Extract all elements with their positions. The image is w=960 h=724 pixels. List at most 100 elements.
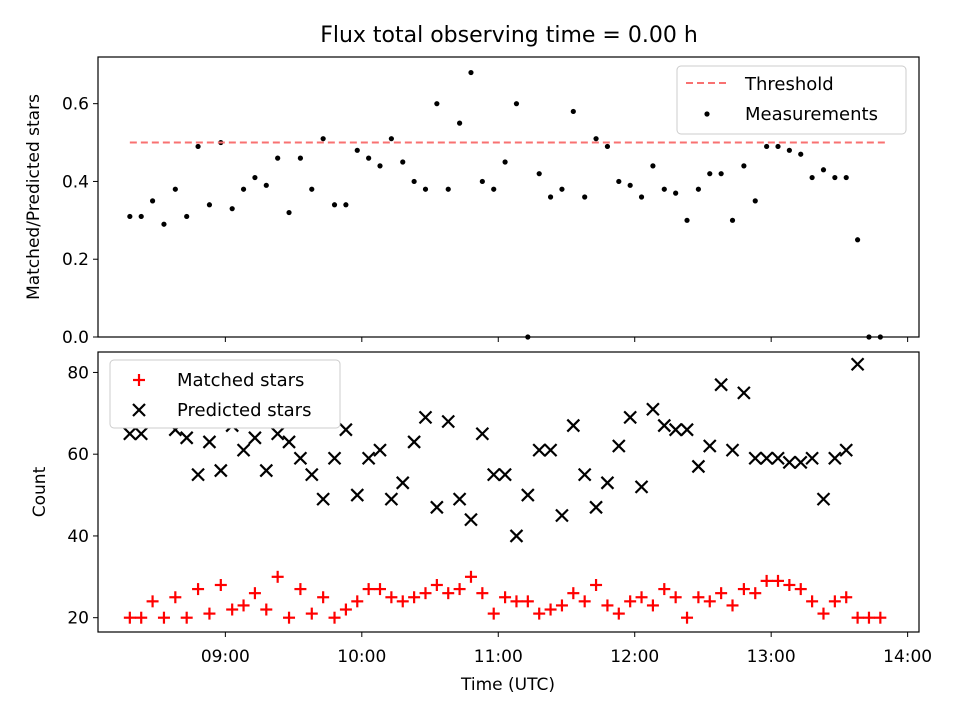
measurement-point bbox=[263, 182, 269, 188]
matched-star-point bbox=[146, 595, 159, 608]
top-y-tick-label: 0.6 bbox=[62, 95, 89, 115]
measurement-point bbox=[650, 163, 656, 169]
predicted-star-point bbox=[543, 443, 558, 457]
predicted-star-point bbox=[589, 500, 603, 515]
matched-star-point bbox=[862, 611, 875, 624]
matched-star-point bbox=[283, 611, 296, 624]
matched-star-point bbox=[294, 583, 307, 596]
measurement-point bbox=[149, 198, 156, 204]
predicted-star-point bbox=[816, 492, 831, 506]
matched-star-point bbox=[783, 578, 796, 591]
measurement-point bbox=[343, 202, 349, 208]
measurement-point bbox=[638, 194, 645, 200]
matched-star-point bbox=[658, 583, 671, 596]
matched-star-point bbox=[271, 570, 284, 583]
predicted-star-point bbox=[384, 492, 399, 506]
measurement-point bbox=[240, 186, 247, 192]
matched-star-point bbox=[157, 611, 170, 624]
predicted-star-point bbox=[612, 439, 626, 453]
predicted-star-point bbox=[475, 426, 490, 441]
measurement-point bbox=[627, 182, 633, 188]
matched-star-point bbox=[874, 611, 887, 624]
measurement-point bbox=[570, 108, 576, 115]
measurement-point bbox=[547, 194, 554, 200]
measurement-point bbox=[138, 213, 144, 220]
predicted-stars-points bbox=[123, 357, 865, 543]
matched-star-point bbox=[533, 607, 546, 620]
top-y-tick-label: 0.0 bbox=[62, 328, 89, 348]
measurement-point bbox=[354, 147, 360, 153]
bottom-y-tick-label: 60 bbox=[67, 445, 89, 465]
matched-star-point bbox=[317, 591, 330, 604]
matched-star-point bbox=[351, 595, 364, 608]
matched-star-point bbox=[135, 611, 148, 624]
matched-star-point bbox=[521, 595, 534, 608]
matched-star-point bbox=[226, 603, 239, 616]
predicted-star-point bbox=[714, 377, 728, 392]
predicted-star-point bbox=[259, 463, 274, 478]
top-x-ticks bbox=[224, 337, 909, 342]
predicted-star-point bbox=[657, 418, 672, 433]
legend-matched-label: Matched stars bbox=[177, 370, 304, 391]
chart-title: Flux total observing time = 0.00 h bbox=[320, 23, 698, 48]
measurement-point bbox=[809, 174, 815, 181]
matched-star-point bbox=[442, 587, 455, 600]
measurement-point bbox=[388, 136, 394, 142]
predicted-star-point bbox=[327, 451, 342, 466]
measurement-point bbox=[832, 174, 838, 181]
predicted-star-point bbox=[123, 426, 137, 441]
top-y-tick-label: 0.4 bbox=[62, 172, 89, 192]
predicted-star-point bbox=[850, 357, 865, 372]
matched-star-point bbox=[635, 591, 648, 604]
top-legend: Threshold Measurements bbox=[676, 65, 907, 135]
measurement-point bbox=[161, 221, 167, 227]
legend-measurements-swatch bbox=[704, 111, 710, 117]
matched-star-point bbox=[430, 578, 443, 591]
measurement-point bbox=[286, 209, 292, 216]
measurement-point bbox=[502, 159, 508, 165]
measurement-point bbox=[411, 178, 417, 185]
legend-measurements-label: Measurements bbox=[745, 104, 878, 125]
predicted-star-point bbox=[134, 426, 148, 441]
predicted-star-point bbox=[771, 451, 785, 466]
bottom-legend-box bbox=[109, 359, 341, 429]
bottom-y-axis-label: Count bbox=[30, 466, 50, 517]
top-y-axis-label: Matched/Predicted stars bbox=[24, 94, 44, 300]
measurement-point bbox=[252, 174, 258, 181]
measurement-point bbox=[320, 136, 326, 142]
bottom-x-ticks: 09:00 10:00 11:00 12:00 13:00 14:00 bbox=[201, 632, 932, 667]
matched-star-point bbox=[726, 599, 739, 612]
matched-star-point bbox=[578, 595, 591, 608]
matched-star-point bbox=[601, 599, 614, 612]
matched-star-point bbox=[624, 595, 637, 608]
matched-star-point bbox=[828, 595, 841, 608]
top-legend-box bbox=[676, 65, 907, 135]
matched-star-point bbox=[419, 587, 432, 600]
measurement-point bbox=[229, 206, 235, 212]
top-y-ticks: 0.0 0.2 0.4 0.6 bbox=[62, 95, 98, 348]
matched-star-point bbox=[374, 583, 387, 596]
measurement-point bbox=[127, 213, 133, 220]
matched-star-point bbox=[123, 611, 136, 624]
predicted-star-point bbox=[339, 422, 353, 437]
predicted-star-point bbox=[282, 435, 296, 449]
predicted-star-point bbox=[452, 492, 467, 506]
matched-star-point bbox=[487, 607, 500, 620]
predicted-star-point bbox=[191, 467, 205, 482]
measurement-point bbox=[786, 147, 792, 153]
predicted-star-point bbox=[430, 500, 444, 515]
bottom-legend: Matched stars Predicted stars bbox=[109, 359, 341, 429]
top-axes-frame bbox=[97, 56, 920, 338]
measurement-point bbox=[479, 178, 485, 185]
measurement-point bbox=[536, 171, 542, 177]
predicted-star-point bbox=[702, 439, 717, 453]
predicted-star-point bbox=[646, 402, 660, 417]
predicted-star-point bbox=[668, 422, 683, 437]
matched-star-point bbox=[794, 583, 807, 596]
legend-predicted-label: Predicted stars bbox=[177, 400, 311, 421]
predicted-star-point bbox=[361, 451, 376, 466]
predicted-star-point bbox=[805, 451, 819, 466]
predicted-star-point bbox=[725, 443, 740, 457]
matched-star-point bbox=[692, 591, 705, 604]
